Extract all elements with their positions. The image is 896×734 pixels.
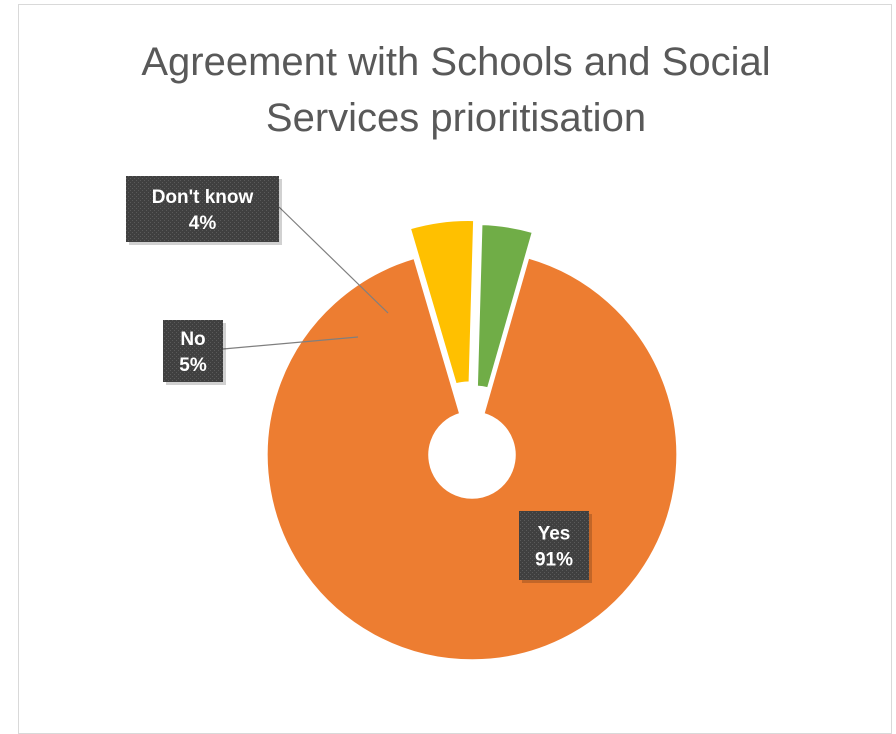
data-label-don-t-know: Don't know 4% (126, 176, 282, 245)
pie-slices (266, 219, 678, 661)
data-label-category: No (180, 329, 205, 350)
data-label-category: Yes (538, 524, 571, 545)
data-label-value: 4% (189, 213, 217, 234)
data-labels: Yes 91% No 5% Don't know 4% (126, 176, 592, 583)
leader-line-no (222, 336, 359, 350)
data-label-box (519, 511, 589, 580)
data-label-value: 5% (179, 355, 207, 376)
leader-lines (222, 206, 389, 350)
data-label-category: Don't know (152, 187, 254, 208)
data-label-value: 91% (535, 550, 573, 571)
chart-title-line-1: Agreement with Schools and Social (141, 40, 771, 84)
data-label-no: No 5% (163, 320, 226, 385)
data-label-box (126, 176, 279, 242)
data-label-box (163, 320, 223, 382)
pie-slice-yes (266, 257, 678, 661)
chart-title: Agreement with Schools and Social Servic… (0, 34, 896, 146)
leader-line-don-t-know (278, 206, 389, 314)
chart-title-line-2: Services prioritisation (265, 96, 647, 140)
pie-slice-don-t-know (476, 223, 534, 389)
pie-slice-no (409, 219, 475, 385)
data-label-yes: Yes 91% (519, 511, 592, 583)
